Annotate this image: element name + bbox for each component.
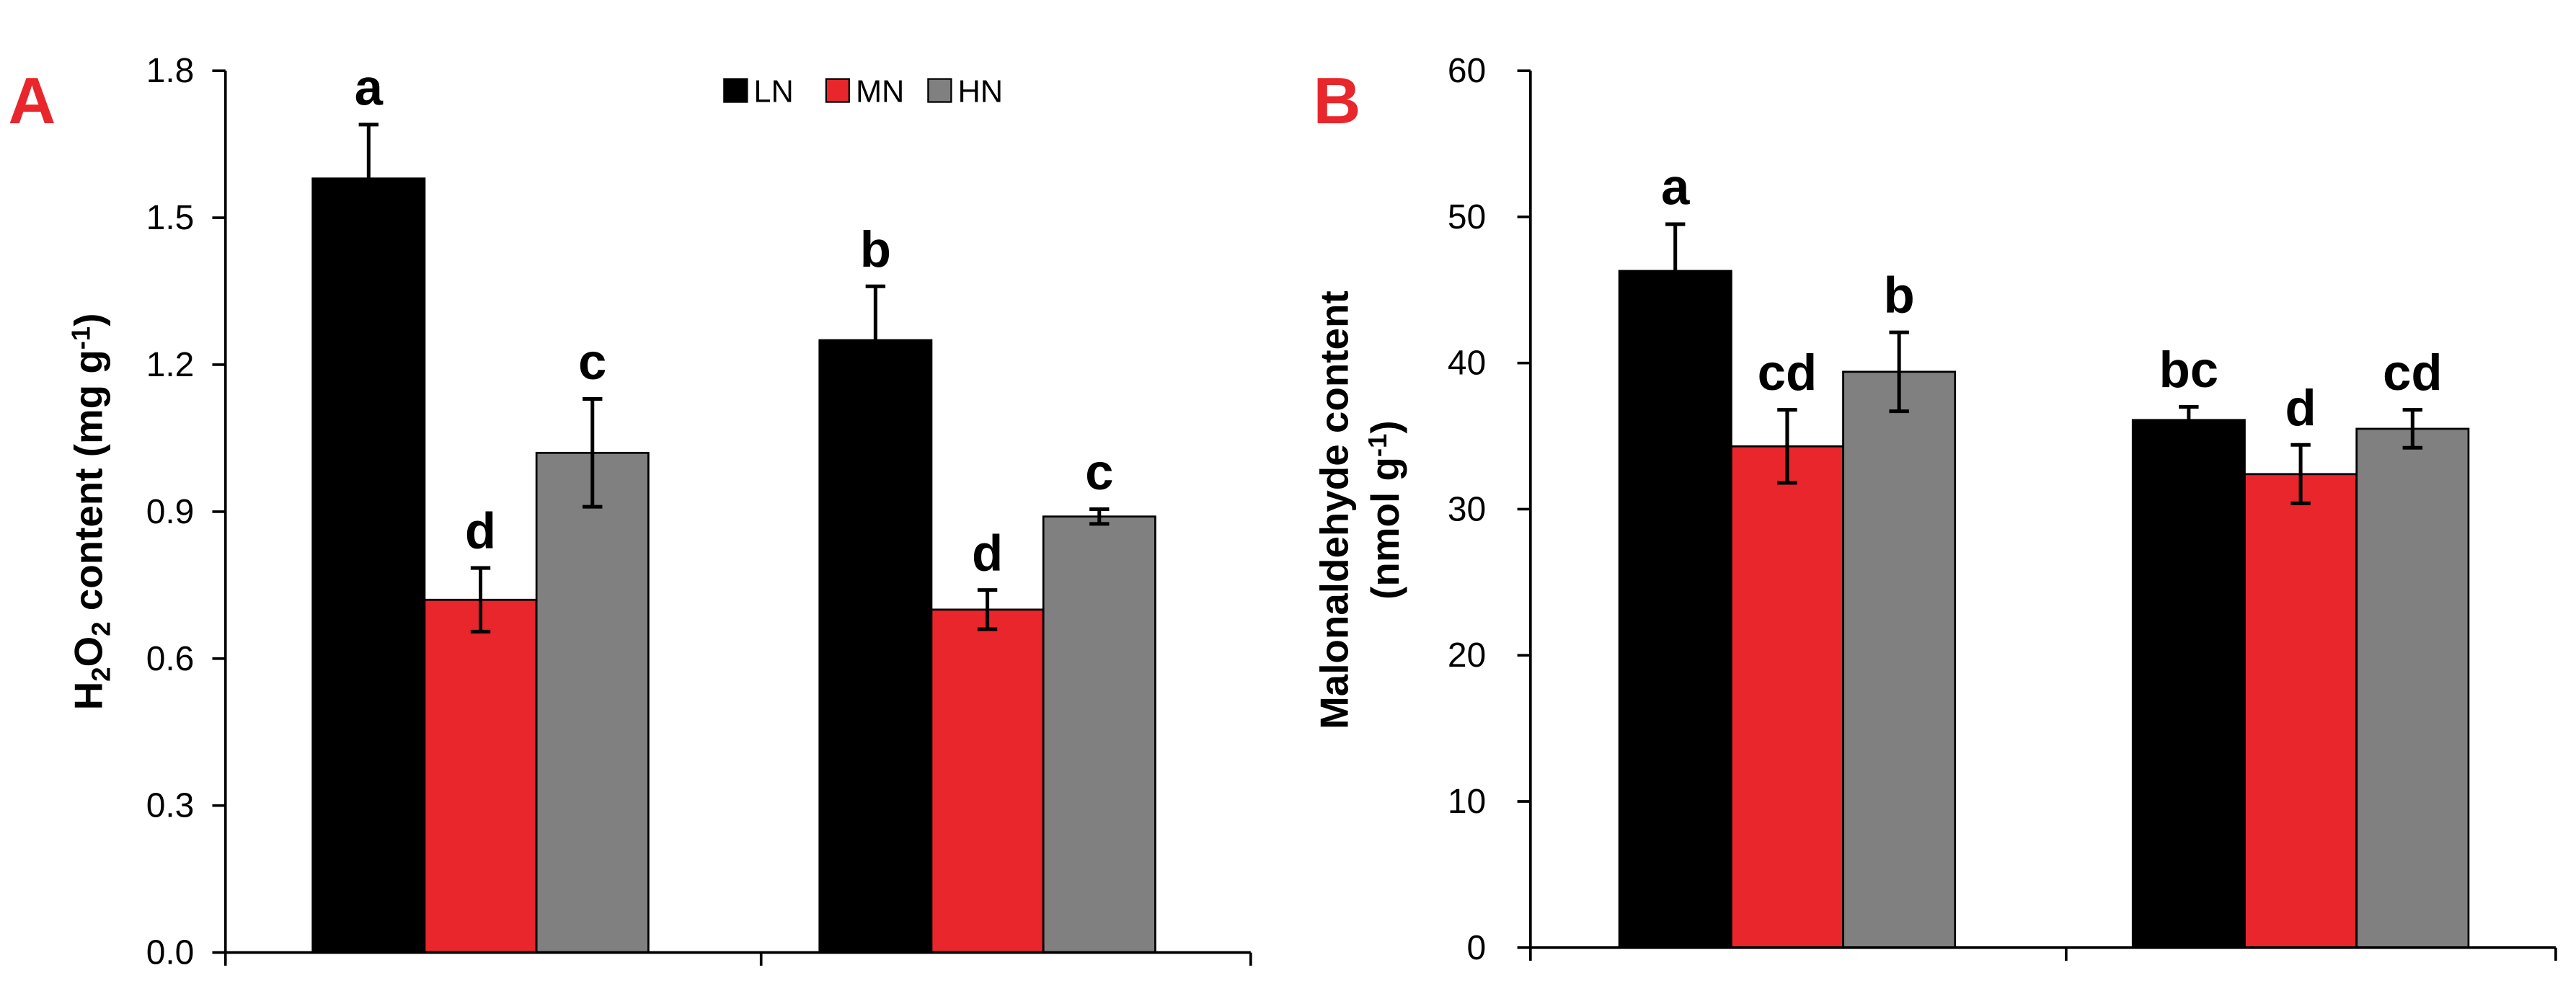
y-axis-title-part: O (66, 636, 111, 667)
y-axis-title-line1: Malonaldehyde content (1311, 290, 1356, 729)
significance-label: c (578, 333, 606, 390)
significance-label: a (1661, 159, 1690, 215)
y-axis-title: H2O2 content (mg g-1) (66, 314, 116, 711)
bar-hn-group-2 (2355, 427, 2470, 949)
bar-hn-group-1 (535, 451, 650, 954)
y-tick-label: 20 (1448, 636, 1486, 675)
legend-swatch-ln (723, 78, 748, 103)
y-tick-label: 30 (1448, 490, 1486, 528)
y-axis-title-part: 2 (87, 667, 116, 681)
y-axis-title-part: 2 (87, 621, 116, 636)
panel-b-chart: Ba bc cd d b cd 0 10 20 30 40 50 60 Malonaldehyde con… (1311, 52, 2557, 967)
y-axis-title-part: ) (66, 314, 111, 326)
bar-mn-group-1 (423, 598, 538, 954)
bar-hn-group-1 (1842, 370, 1957, 949)
significance-label: c (1085, 443, 1113, 500)
y-axis-title-part: -1 (66, 326, 96, 350)
y-tick-label: 0.6 (146, 640, 195, 678)
legend-label-ln: LN (753, 75, 793, 110)
y-axis-title-part: H (66, 682, 111, 711)
bar-ln-group-2 (2131, 419, 2246, 949)
significance-label: b (1884, 267, 1915, 324)
legend-label-mn: MN (856, 75, 904, 110)
panel-label-a: A (8, 64, 56, 138)
bar-mn-group-2 (2244, 473, 2358, 949)
y-tick-label: 10 (1448, 783, 1486, 821)
y-tick-label: 1.2 (146, 346, 195, 384)
significance-label: cd (2383, 344, 2443, 401)
y-tick-label: 50 (1448, 198, 1486, 236)
legend-swatch-mn (825, 78, 850, 103)
y-tick-label: 40 (1448, 345, 1486, 383)
y-tick-label: 1.5 (146, 199, 195, 237)
y-axis-title-part: ) (1363, 420, 1407, 433)
significance-label: d (972, 524, 1003, 581)
y-tick-label: 0.3 (146, 787, 195, 825)
y-axis-title-part: content (mg g (66, 350, 111, 621)
y-tick-label: 1.8 (146, 52, 195, 90)
bar-ln-group-2 (818, 339, 933, 954)
significance-label: d (2285, 379, 2316, 436)
y-tick-label: 60 (1448, 52, 1486, 90)
significance-label: bc (2159, 341, 2219, 398)
legend-label-hn: HN (957, 75, 1003, 110)
significance-label: cd (1758, 344, 1818, 401)
y-tick-label: 0.9 (146, 493, 195, 531)
y-axis-title-line2: (nmol g-1) (1363, 420, 1407, 599)
y-tick-label: 0.0 (146, 934, 195, 972)
legend: LN MN HN (723, 75, 1003, 110)
legend-swatch-hn (927, 78, 952, 103)
bar-ln-group-1 (1618, 270, 1732, 949)
y-axis-title-part: (nmol g (1363, 457, 1407, 600)
significance-label: a (355, 59, 384, 116)
significance-label: d (465, 502, 496, 559)
bar-ln-group-1 (311, 177, 426, 954)
y-tick-label: 0 (1467, 929, 1487, 967)
bar-mn-group-2 (930, 608, 1045, 954)
bar-mn-group-1 (1730, 445, 1844, 949)
bar-hn-group-2 (1042, 515, 1156, 954)
y-axis-title-part: -1 (1363, 434, 1393, 457)
panel-label-b: B (1314, 64, 1361, 138)
significance-label: b (860, 221, 891, 277)
